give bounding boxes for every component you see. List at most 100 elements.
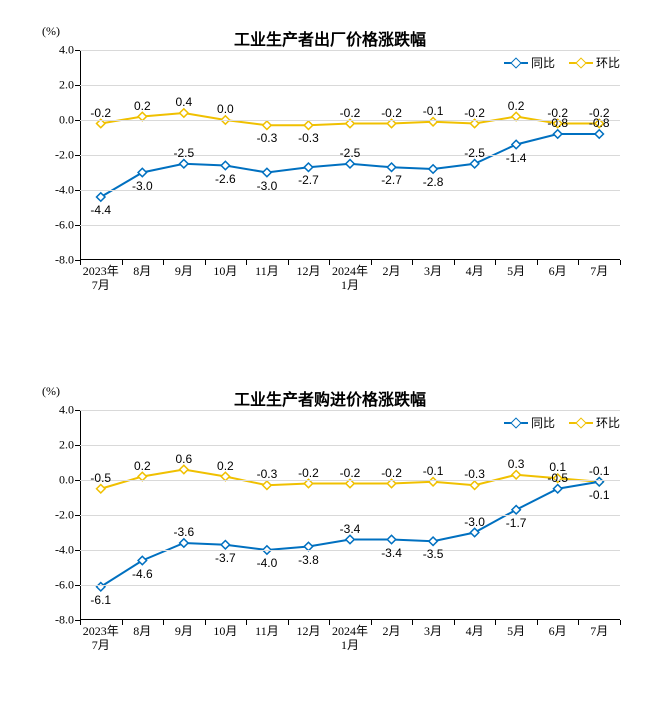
- yaxis-unit: (%): [42, 24, 60, 39]
- xtick-label: 7月: [590, 264, 608, 278]
- gridline: [80, 85, 620, 86]
- xtick-label: 3月: [424, 624, 442, 638]
- data-label: -3.6: [174, 525, 195, 539]
- data-label: -3.4: [381, 546, 402, 560]
- chart-title: 工业生产者出厂价格涨跌幅: [30, 26, 630, 50]
- xtick-label: 5月: [507, 264, 525, 278]
- ytick-mark: [75, 85, 80, 86]
- xtick-label: 11月: [255, 624, 279, 638]
- data-label: -4.0: [257, 556, 278, 570]
- xtick-mark: [205, 620, 206, 625]
- data-label: -4.6: [132, 567, 153, 581]
- data-label: -0.2: [340, 466, 361, 480]
- xtick-mark: [371, 620, 372, 625]
- ytick-mark: [75, 480, 80, 481]
- plot-area: -8.0-6.0-4.0-2.00.02.04.02023年7月8月9月10月1…: [80, 50, 620, 260]
- series-marker: [346, 535, 354, 543]
- page: 工业生产者出厂价格涨跌幅 (%) 同比 环比 -8.0-6.: [0, 0, 653, 711]
- ytick-mark: [75, 50, 80, 51]
- ytick-label: 4.0: [59, 403, 74, 418]
- legend-item-yoy: 同比: [504, 54, 555, 71]
- series-marker: [595, 130, 603, 138]
- xtick-label: 12月: [296, 624, 320, 638]
- series-marker: [97, 485, 105, 493]
- series-marker: [470, 160, 478, 168]
- ytick-label: 0.0: [59, 113, 74, 128]
- xtick-label: 3月: [424, 264, 442, 278]
- data-label: -3.0: [257, 179, 278, 193]
- series-marker: [387, 163, 395, 171]
- xtick-label: 2月: [383, 624, 401, 638]
- ytick-label: -2.0: [55, 508, 74, 523]
- ytick-label: 0.0: [59, 473, 74, 488]
- ytick-mark: [75, 120, 80, 121]
- series-marker: [553, 485, 561, 493]
- xtick-mark: [329, 620, 330, 625]
- data-label: -0.2: [90, 106, 111, 120]
- xtick-mark: [495, 260, 496, 265]
- xtick-label: 2023年7月: [83, 264, 119, 293]
- xtick-label: 6月: [549, 624, 567, 638]
- legend-swatch-mom: [569, 58, 593, 68]
- xtick-mark: [246, 620, 247, 625]
- legend-label-mom: 环比: [596, 414, 620, 431]
- data-label: -0.2: [381, 106, 402, 120]
- xtick-mark: [537, 260, 538, 265]
- data-label: -3.7: [215, 551, 236, 565]
- ytick-mark: [75, 445, 80, 446]
- ytick-label: 2.0: [59, 78, 74, 93]
- xtick-mark: [163, 260, 164, 265]
- data-label: -2.5: [340, 146, 361, 160]
- data-label: -6.1: [90, 593, 111, 607]
- ytick-label: -8.0: [55, 253, 74, 268]
- ytick-label: -2.0: [55, 148, 74, 163]
- series-marker: [595, 478, 603, 486]
- data-label: -3.0: [464, 515, 485, 529]
- series-marker: [263, 121, 271, 129]
- series-marker: [180, 160, 188, 168]
- xtick-label: 2023年7月: [83, 624, 119, 653]
- data-label: -2.5: [174, 146, 195, 160]
- legend-label-yoy: 同比: [531, 54, 555, 71]
- data-label: -0.5: [90, 471, 111, 485]
- ytick-mark: [75, 550, 80, 551]
- data-label: -2.6: [215, 172, 236, 186]
- series-marker: [387, 535, 395, 543]
- data-label: 0.6: [176, 452, 193, 466]
- yaxis-unit: (%): [42, 384, 60, 399]
- series-marker: [180, 539, 188, 547]
- series-marker: [263, 168, 271, 176]
- xtick-label: 4月: [466, 624, 484, 638]
- xtick-mark: [412, 620, 413, 625]
- data-label: -0.3: [257, 467, 278, 481]
- series-marker: [429, 537, 437, 545]
- ytick-mark: [75, 155, 80, 156]
- xtick-label: 8月: [133, 264, 151, 278]
- xtick-label: 4月: [466, 264, 484, 278]
- xtick-mark: [537, 620, 538, 625]
- series-marker: [553, 130, 561, 138]
- series-marker: [512, 140, 520, 148]
- xtick-label: 2024年1月: [332, 264, 368, 293]
- legend-swatch-yoy: [504, 58, 528, 68]
- legend-label-mom: 环比: [596, 54, 620, 71]
- data-label: -2.8: [423, 175, 444, 189]
- data-label: -2.7: [298, 173, 319, 187]
- xtick-label: 9月: [175, 624, 193, 638]
- xtick-mark: [329, 260, 330, 265]
- series-marker: [97, 193, 105, 201]
- xtick-label: 10月: [213, 624, 237, 638]
- xtick-mark: [454, 260, 455, 265]
- xtick-label: 2024年1月: [332, 624, 368, 653]
- ytick-label: 4.0: [59, 43, 74, 58]
- legend-item-yoy: 同比: [504, 414, 555, 431]
- data-label: -0.1: [589, 488, 610, 502]
- xtick-label: 10月: [213, 264, 237, 278]
- gridline: [80, 120, 620, 121]
- series-marker: [429, 118, 437, 126]
- ytick-label: -8.0: [55, 613, 74, 628]
- ytick-label: -4.0: [55, 543, 74, 558]
- series-marker: [221, 161, 229, 169]
- xtick-mark: [412, 260, 413, 265]
- xtick-mark: [578, 620, 579, 625]
